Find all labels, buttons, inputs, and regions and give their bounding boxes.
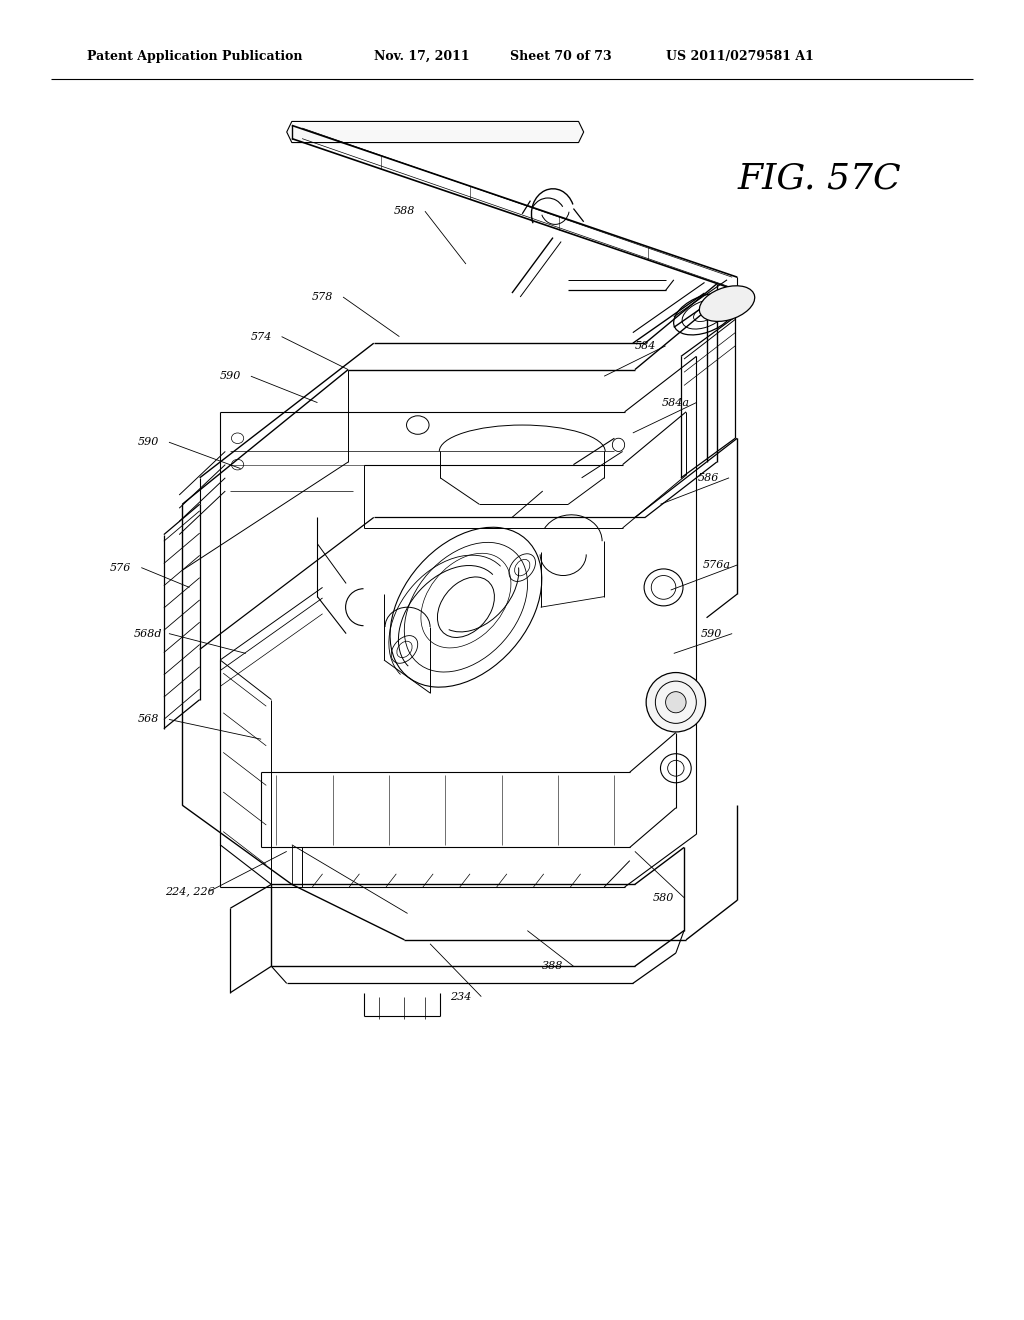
Text: 584: 584 xyxy=(635,341,655,351)
Text: 568d: 568d xyxy=(134,628,163,639)
Text: 576: 576 xyxy=(111,562,131,573)
Text: 578: 578 xyxy=(312,292,333,302)
Text: 590: 590 xyxy=(220,371,241,381)
Text: 584a: 584a xyxy=(662,397,690,408)
Text: FIG. 57C: FIG. 57C xyxy=(737,161,901,195)
Ellipse shape xyxy=(666,692,686,713)
Text: 590: 590 xyxy=(138,437,159,447)
Text: 588: 588 xyxy=(394,206,415,216)
Text: 576a: 576a xyxy=(702,560,731,570)
Text: 234: 234 xyxy=(451,991,471,1002)
Text: Sheet 70 of 73: Sheet 70 of 73 xyxy=(510,50,611,63)
Text: 568: 568 xyxy=(138,714,159,725)
Ellipse shape xyxy=(699,286,755,321)
Text: Nov. 17, 2011: Nov. 17, 2011 xyxy=(374,50,469,63)
Text: 574: 574 xyxy=(251,331,271,342)
Text: 590: 590 xyxy=(701,628,722,639)
Text: US 2011/0279581 A1: US 2011/0279581 A1 xyxy=(666,50,813,63)
Ellipse shape xyxy=(646,672,706,731)
Text: 580: 580 xyxy=(653,892,674,903)
Polygon shape xyxy=(287,121,584,143)
Text: Patent Application Publication: Patent Application Publication xyxy=(87,50,302,63)
Text: 224, 226: 224, 226 xyxy=(165,886,214,896)
Text: 388: 388 xyxy=(543,961,563,972)
Text: 586: 586 xyxy=(698,473,719,483)
